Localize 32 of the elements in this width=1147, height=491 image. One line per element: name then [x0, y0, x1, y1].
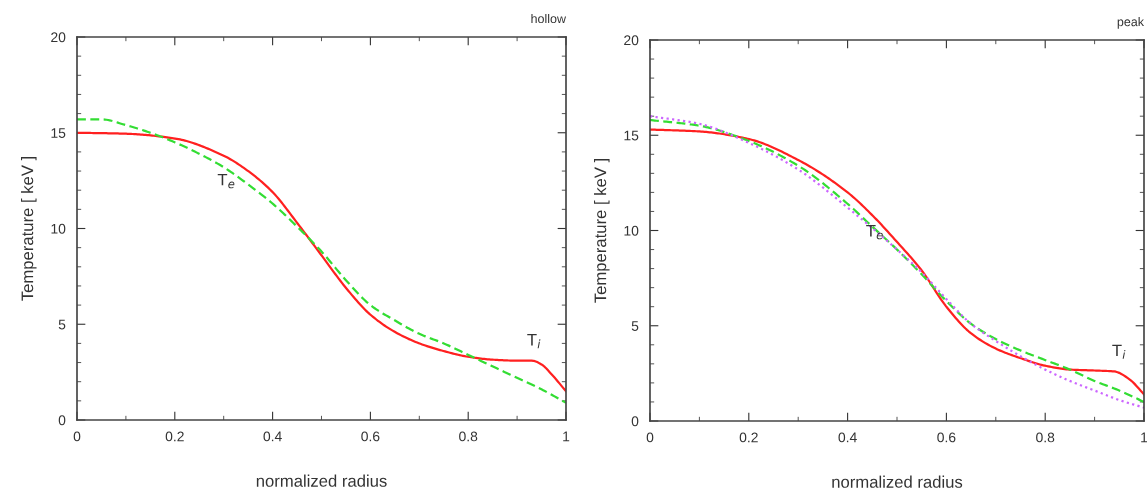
chart-title: peak — [1117, 17, 1145, 29]
y-tick-label: 5 — [58, 319, 66, 330]
x-tick-label: 0.4 — [838, 432, 857, 443]
y-tick-label: 20 — [624, 35, 639, 46]
x-tick-label: 0.2 — [739, 432, 758, 443]
x-tick-label: 0.8 — [459, 431, 478, 442]
x-tick-label: 0 — [73, 431, 81, 442]
y-tick-label: 15 — [51, 128, 66, 138]
y-axis-title: Temperature [ keV ] — [594, 158, 610, 303]
y-tick-label: 10 — [51, 223, 66, 234]
chart-title: hollow — [531, 13, 567, 24]
x-tick-label: 0.2 — [165, 431, 184, 442]
y-tick-label: 0 — [58, 415, 66, 426]
series-label: T$_{i}$ — [527, 334, 541, 349]
y-axis-title: Temperature [ keV ] — [21, 156, 37, 301]
y-tick-label: 5 — [631, 321, 639, 331]
series-label: T$_{i}$ — [1112, 344, 1126, 359]
x-axis-title: normalized radius — [256, 474, 387, 487]
y-tick-label: 20 — [51, 32, 66, 43]
x-tick-label: 1 — [1141, 432, 1147, 443]
y-tick-label: 0 — [631, 416, 639, 427]
series-label: T$_{e}$ — [217, 173, 235, 189]
y-tick-label: 15 — [624, 130, 639, 141]
x-tick-label: 1 — [563, 431, 570, 442]
x-axis-title: normalized radius — [832, 475, 963, 488]
x-tick-label: 0.6 — [937, 432, 956, 443]
x-tick-label: 0.6 — [361, 431, 380, 442]
y-tick-label: 10 — [624, 225, 639, 236]
x-tick-label: 0.4 — [263, 431, 282, 442]
x-tick-label: 0 — [646, 432, 654, 443]
series-label: T$_{e}$ — [866, 224, 883, 240]
x-tick-label: 0.8 — [1036, 432, 1055, 443]
